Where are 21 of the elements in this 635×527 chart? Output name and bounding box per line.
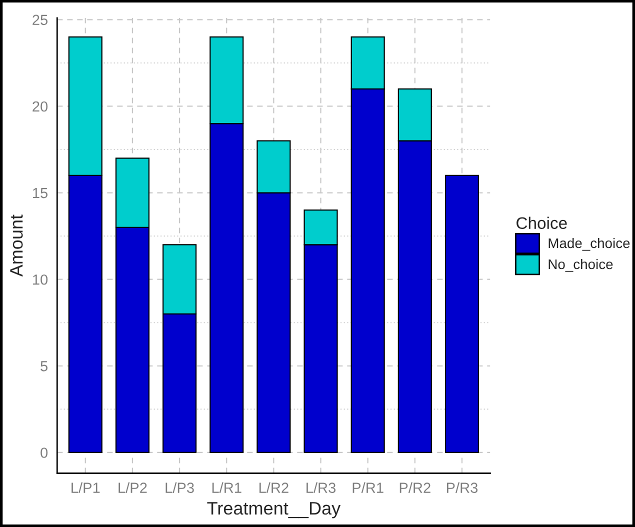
x-tick-label: L/P2 <box>118 482 147 493</box>
x-tick-label: L/P3 <box>166 482 194 493</box>
y-tick-label: 0 <box>40 448 48 458</box>
x-tick-label: L/P1 <box>72 482 100 493</box>
x-tick-label: P/R1 <box>352 482 384 493</box>
legend-label: No_choice <box>548 258 613 272</box>
legend-title: Choice <box>516 216 567 230</box>
y-tick-label: 5 <box>40 361 48 372</box>
x-tick-label: P/R2 <box>400 482 430 493</box>
x-tick-label: L/R2 <box>259 482 288 493</box>
x-axis-title: Treatment__Day <box>207 502 341 518</box>
x-tick-label: L/R3 <box>306 482 336 493</box>
y-tick-label: 10 <box>33 274 48 285</box>
y-axis-title: Amount <box>10 214 23 277</box>
y-tick-label: 25 <box>32 14 48 26</box>
bar <box>444 174 480 454</box>
x-tick-label: P/R3 <box>446 482 478 493</box>
y-tick-label: 20 <box>32 101 48 112</box>
legend-label: Made_choice <box>548 238 630 251</box>
x-tick-label: L/R1 <box>212 482 242 493</box>
y-tick-label: 15 <box>33 188 48 198</box>
